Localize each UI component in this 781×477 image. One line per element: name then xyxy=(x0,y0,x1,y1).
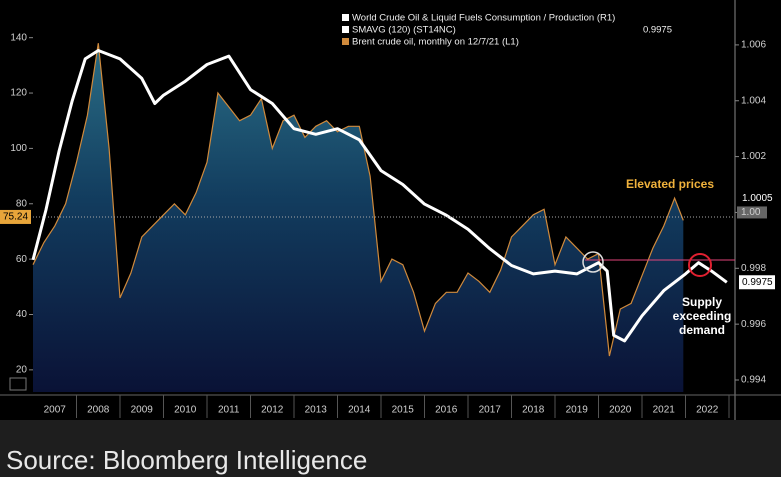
y-tick-label: 40 xyxy=(16,309,28,320)
x-tick-label: 2009 xyxy=(131,405,154,416)
value-marker-label: 1.0005 xyxy=(742,193,773,204)
x-tick-label: 2014 xyxy=(348,405,371,416)
line xyxy=(32,43,684,357)
annotation: exceeding xyxy=(673,309,732,323)
y-tick-label: 80 xyxy=(16,198,28,209)
y-tick-label: 20 xyxy=(16,364,28,375)
y2-tick-label: 1.00 xyxy=(741,207,761,218)
y-tick-label: 100 xyxy=(10,143,27,154)
chart-icon xyxy=(9,377,27,391)
x-tick-label: 2007 xyxy=(44,405,67,416)
value-marker xyxy=(739,191,775,206)
value-marker-label: 0.9975 xyxy=(742,277,773,288)
y2-tick-label: 1.004 xyxy=(741,95,766,106)
x-tick-label: 2019 xyxy=(566,405,589,416)
area xyxy=(33,43,684,392)
source: Source: Bloomberg Intelligence xyxy=(6,445,367,475)
value-marker xyxy=(739,275,775,290)
legend-swatch xyxy=(342,26,349,33)
x-tick-label: 2011 xyxy=(218,405,240,416)
x-tick-label: 2016 xyxy=(435,405,458,416)
x-tick-label: 2017 xyxy=(479,405,502,416)
x-tick-label: 2021 xyxy=(653,405,676,416)
y2-tick-label: 1.002 xyxy=(741,151,766,162)
y2-tick-label: 0.998 xyxy=(741,263,766,274)
y-tick-label: 60 xyxy=(16,254,28,265)
annotation: Elevated prices xyxy=(626,177,714,191)
y-tick-label: 140 xyxy=(10,32,27,43)
annotation: demand xyxy=(679,323,725,337)
legend-value: 0.9975 xyxy=(643,25,672,36)
legend-label: World Crude Oil & Liquid Fuels Consumpti… xyxy=(352,13,615,24)
y-tick-label: 120 xyxy=(10,88,27,99)
x-tick-label: 2008 xyxy=(87,405,110,416)
legend-swatch xyxy=(342,14,349,21)
x-tick-label: 2013 xyxy=(305,405,328,416)
y2-tick-box xyxy=(737,206,767,219)
y2-tick-label: 1.006 xyxy=(741,40,766,51)
highlight-circle xyxy=(688,253,712,277)
legend-swatch xyxy=(342,38,349,45)
value-marker xyxy=(0,209,31,224)
annotation: Supply xyxy=(682,295,722,309)
y2-tick-label: 0.996 xyxy=(741,319,766,330)
value-marker-label: 75.24 xyxy=(3,212,28,223)
legend-label: Brent crude oil, monthly on 12/7/21 (L1) xyxy=(352,37,519,48)
x-tick-label: 2010 xyxy=(174,405,197,416)
legend-label: SMAVG (120) (ST14NC) xyxy=(352,25,456,36)
x-tick-label: 2015 xyxy=(392,405,415,416)
x-tick-label: 2018 xyxy=(522,405,545,416)
x-tick-label: 2012 xyxy=(261,405,284,416)
x-tick-label: 2022 xyxy=(696,405,719,416)
y2-tick-label: 0.994 xyxy=(741,375,766,386)
x-tick-label: 2020 xyxy=(609,405,632,416)
highlight-circle xyxy=(582,251,604,273)
line xyxy=(31,49,728,343)
